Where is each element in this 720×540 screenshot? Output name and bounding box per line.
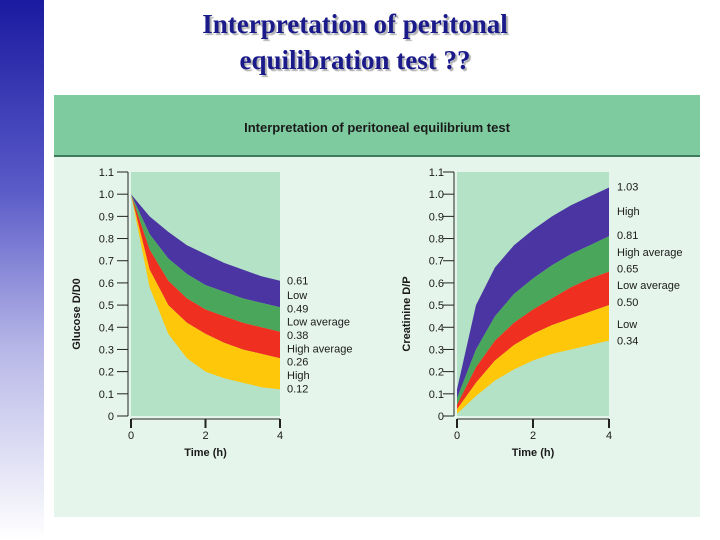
decorative-side-bar	[0, 0, 44, 540]
creatinine-annotation: High	[617, 206, 640, 218]
slide-title-line-1: Interpretation of peritonal	[202, 9, 508, 39]
creatinine-y-tick-label: 0.1	[429, 389, 444, 401]
glucose-y-tick-label: 0.8	[99, 234, 114, 246]
creatinine-y-tick-label: 0.9	[429, 211, 444, 223]
glucose-annotation: Low	[287, 290, 307, 302]
creatinine-y-tick-label: 0.8	[429, 234, 444, 246]
creatinine-y-tick-label: 0.3	[429, 344, 444, 356]
slide-title: Interpretation of peritonal equilibratio…	[120, 6, 590, 78]
creatinine-annotation: 0.50	[617, 297, 638, 309]
figure-title: Interpretation of peritoneal equilibrium…	[244, 120, 510, 135]
glucose-annotation: High average	[287, 343, 352, 355]
creatinine-y-tick-label: 0.5	[429, 300, 444, 312]
charts-canvas: 0 0.1 0.2 0.3 0.4 0.5 0.6 0.7 0.8 0.9 1.0 1.1 0 2 4 Tim…	[71, 167, 682, 459]
glucose-x-tick-label: 0	[128, 430, 134, 442]
creatinine-x-tick-label: 0	[454, 430, 460, 442]
glucose-y-tick-label: 1.0	[99, 189, 114, 201]
creatinine-y-tick-label: 0	[438, 411, 444, 423]
creatinine-y-tick-label: 0.7	[429, 256, 444, 268]
glucose-y-tick-label: 0.1	[99, 389, 114, 401]
glucose-y-tick-label: 0.7	[99, 256, 114, 268]
glucose-x-tick-label: 2	[202, 430, 208, 442]
glucose-annotation: Low average	[287, 317, 350, 329]
glucose-band-high-average	[131, 194, 280, 332]
creatinine-annotation: 0.34	[617, 336, 638, 348]
creatinine-x-axis-title: Time (h)	[512, 447, 555, 459]
glucose-y-tick-label: 0.6	[99, 278, 114, 290]
glucose-y-tick-label: 0.3	[99, 344, 114, 356]
creatinine-y-tick-label: 0.4	[429, 322, 444, 334]
creatinine-band-low-average	[457, 271, 609, 410]
glucose-annotation: 0.49	[287, 303, 308, 315]
creatinine-y-tick-label: 1.1	[429, 167, 444, 179]
glucose-y-tick-label: 0.9	[99, 211, 114, 223]
creatinine-annotation: 1.03	[617, 181, 638, 193]
creatinine-band-high-average	[457, 236, 609, 405]
glucose-y-tick-label: 1.1	[99, 167, 114, 179]
glucose-annotation: High	[287, 370, 310, 382]
glucose-x-tick-label: 4	[277, 430, 283, 442]
glucose-y-tick-label: 0.2	[99, 367, 114, 379]
glucose-band-low	[131, 194, 280, 390]
creatinine-y-tick-label: 0.6	[429, 278, 444, 290]
creatinine-annotation: High average	[617, 247, 682, 259]
glucose-annotation: 0.26	[287, 357, 308, 369]
glucose-annotation: 0.38	[287, 330, 308, 342]
glucose-y-tick-label: 0.5	[99, 300, 114, 312]
creatinine-x-tick-label: 4	[606, 430, 612, 442]
glucose-band-low-average	[131, 194, 280, 359]
slide-title-line-2: equilibration test ??	[239, 45, 471, 75]
creatinine-y-tick-label: 1.0	[429, 189, 444, 201]
glucose-band-high	[131, 194, 280, 308]
glucose-y-axis-title: Glucose D/D0	[71, 278, 83, 350]
creatinine-annotation: 0.65	[617, 263, 638, 275]
creatinine-y-axis-title: Creatinine D/P	[401, 276, 413, 351]
creatinine-x-tick-label: 2	[530, 430, 536, 442]
creatinine-annotation: 0.81	[617, 230, 638, 242]
creatinine-band-high	[457, 187, 609, 399]
glucose-y-tick-label: 0.4	[99, 322, 114, 334]
creatinine-band-low	[457, 305, 609, 414]
creatinine-annotation: Low average	[617, 280, 680, 292]
glucose-annotation: 0.61	[287, 276, 308, 288]
figure-header: Interpretation of peritoneal equilibrium…	[54, 95, 700, 157]
glucose-x-axis-title: Time (h)	[184, 447, 227, 459]
creatinine-annotation: Low	[617, 319, 637, 331]
glucose-annotation: 0.12	[287, 383, 308, 395]
figure-panel: Interpretation of peritoneal equilibrium…	[54, 95, 700, 517]
glucose-y-tick-label: 0	[108, 411, 114, 423]
creatinine-y-tick-label: 0.2	[429, 367, 444, 379]
